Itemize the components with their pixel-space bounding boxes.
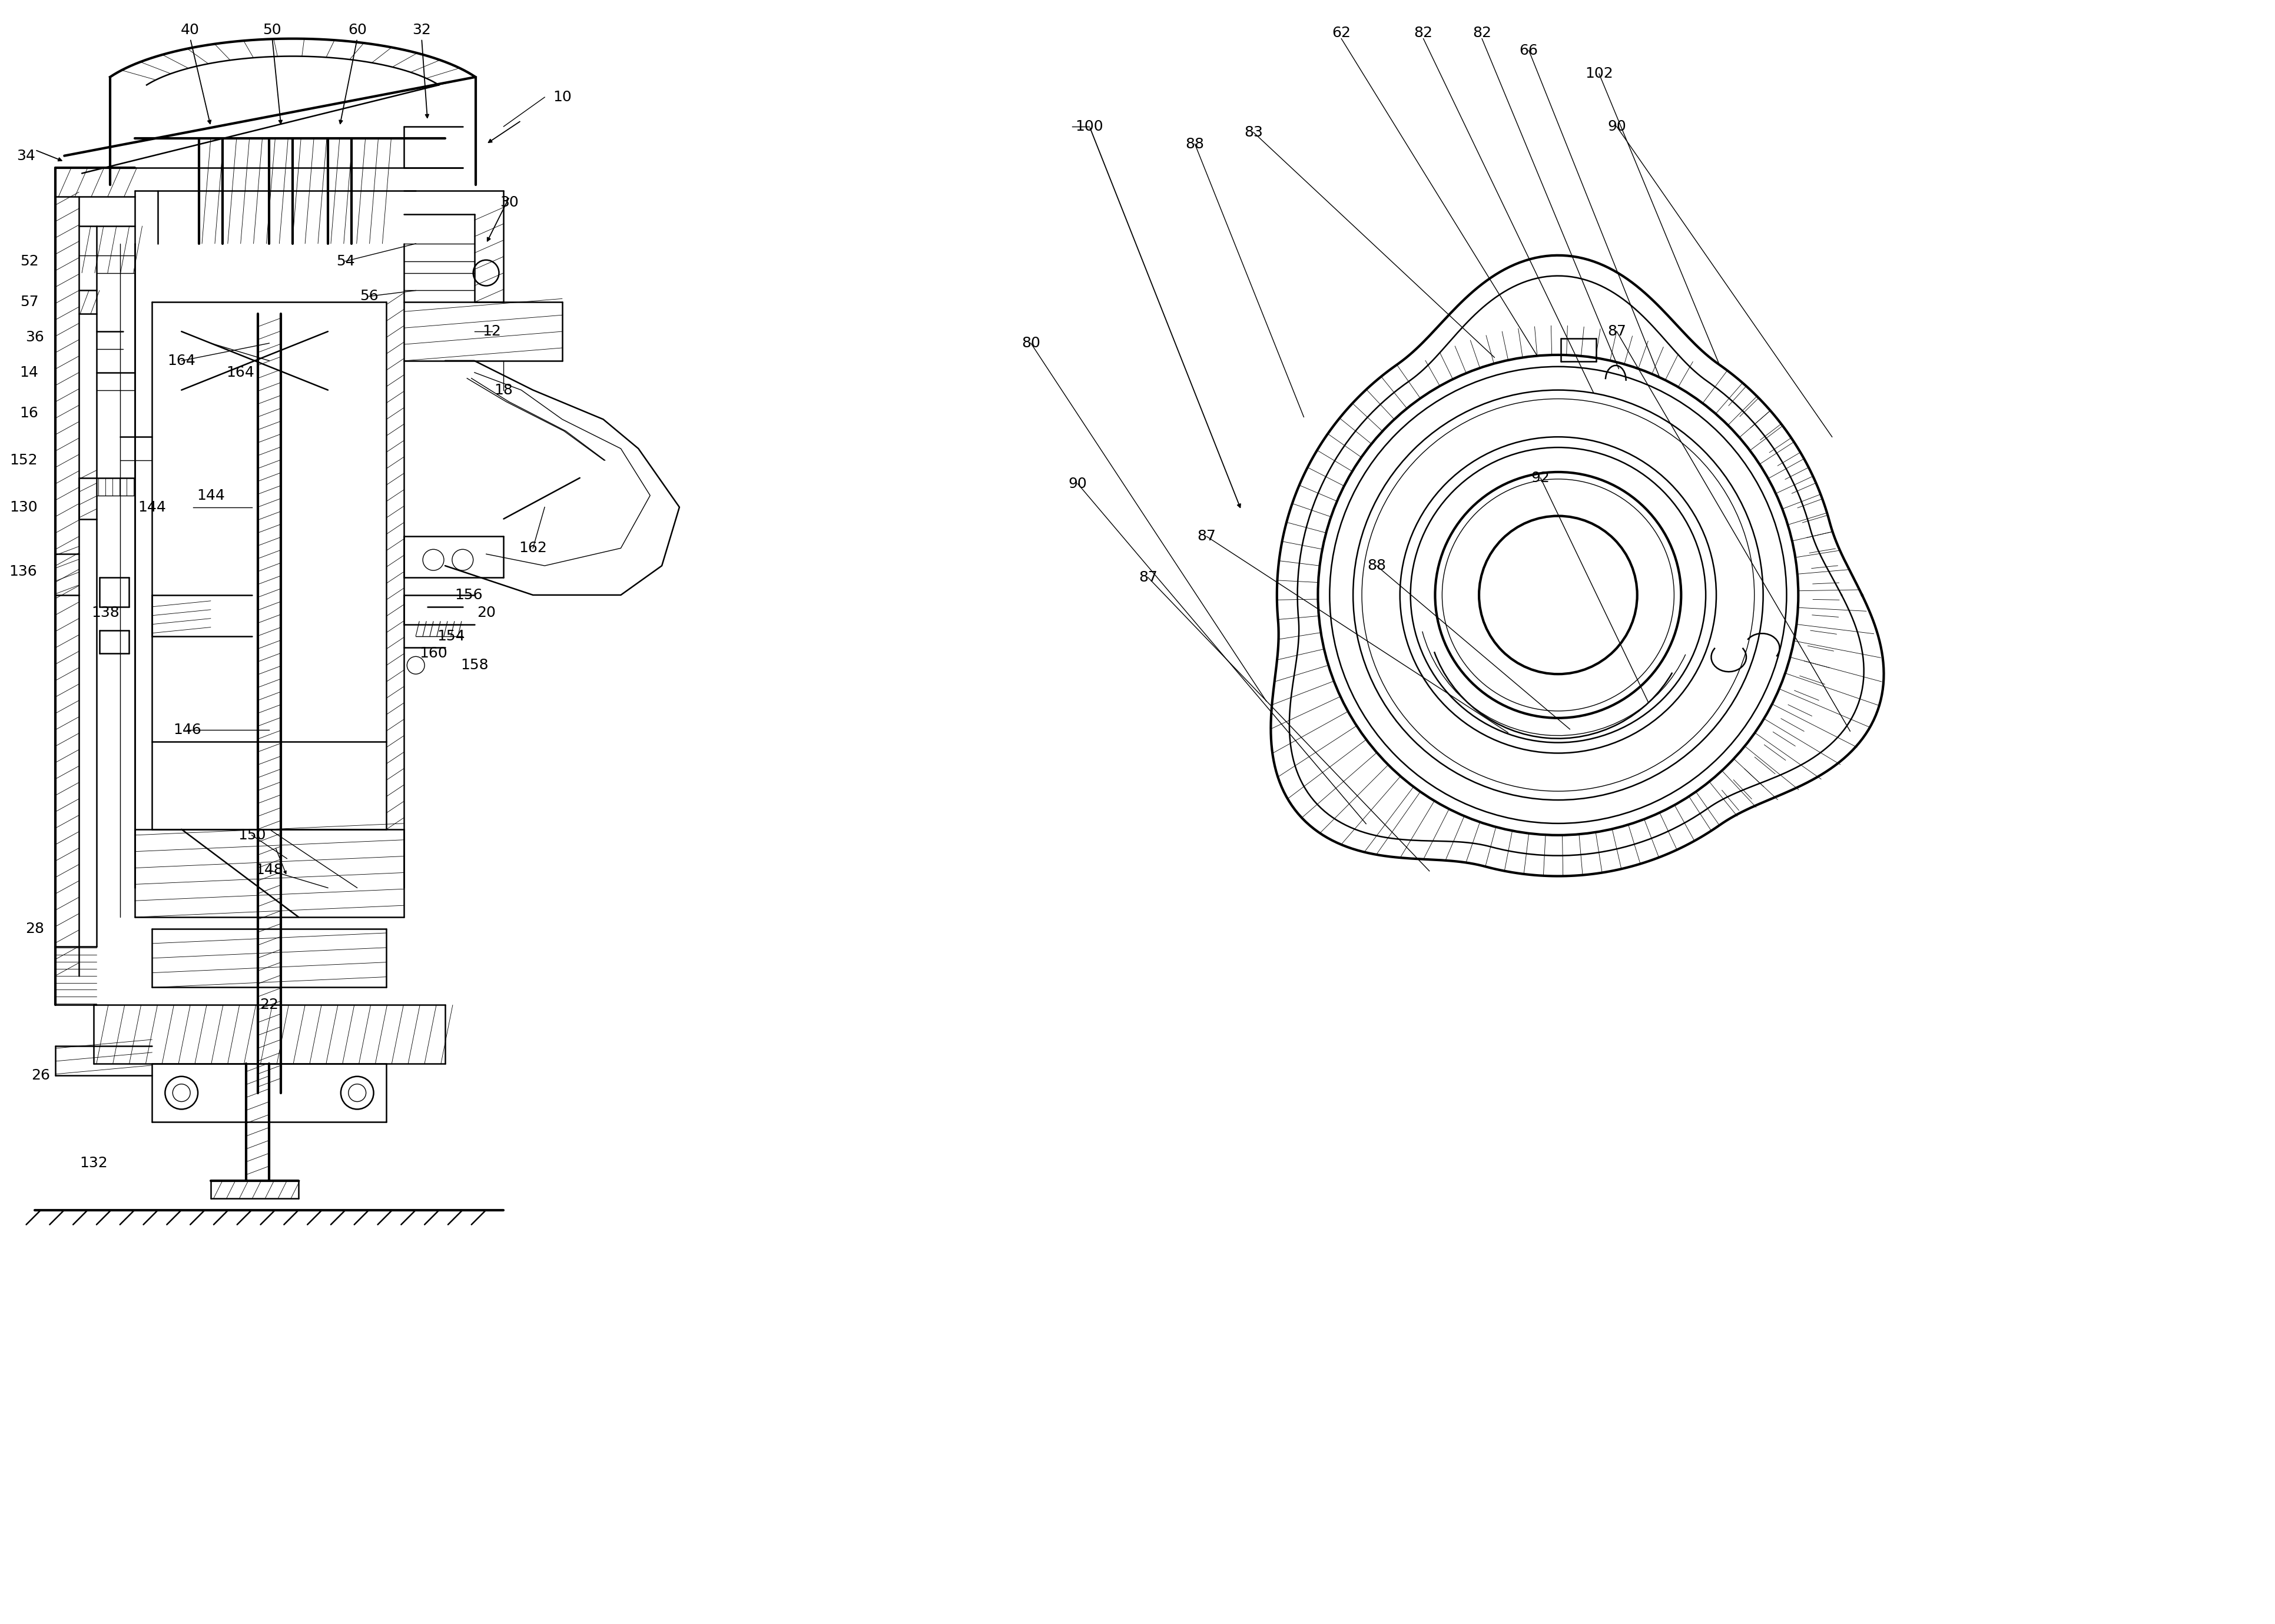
Text: 164: 164 xyxy=(225,365,255,380)
Text: 50: 50 xyxy=(264,23,282,37)
Text: 14: 14 xyxy=(20,365,39,380)
Text: 56: 56 xyxy=(359,289,378,304)
Text: 92: 92 xyxy=(1531,471,1549,486)
Text: 40: 40 xyxy=(182,23,200,37)
Text: 90: 90 xyxy=(1069,477,1087,490)
Text: 87: 87 xyxy=(1608,325,1627,338)
Text: 10: 10 xyxy=(553,91,571,104)
Text: 102: 102 xyxy=(1586,67,1613,81)
Text: 90: 90 xyxy=(1608,120,1627,133)
Text: 88: 88 xyxy=(1185,136,1203,151)
Text: 62: 62 xyxy=(1331,26,1351,41)
Text: 30: 30 xyxy=(500,195,519,209)
Text: 80: 80 xyxy=(1021,336,1040,351)
Text: 32: 32 xyxy=(412,23,430,37)
Text: 132: 132 xyxy=(80,1156,107,1171)
Text: 82: 82 xyxy=(1472,26,1492,41)
Text: 148: 148 xyxy=(255,864,284,877)
Text: 100: 100 xyxy=(1076,120,1103,133)
Text: 52: 52 xyxy=(20,253,39,268)
Text: 36: 36 xyxy=(25,330,46,344)
Text: 144: 144 xyxy=(139,500,166,515)
Text: 83: 83 xyxy=(1244,125,1263,140)
Text: 87: 87 xyxy=(1140,570,1158,585)
Text: 16: 16 xyxy=(20,406,39,421)
Text: 136: 136 xyxy=(9,565,36,578)
Text: 156: 156 xyxy=(455,588,482,603)
Text: 138: 138 xyxy=(91,606,118,620)
Text: 12: 12 xyxy=(482,325,500,338)
Text: 146: 146 xyxy=(173,723,202,737)
Text: 60: 60 xyxy=(348,23,366,37)
Text: 20: 20 xyxy=(478,606,496,620)
Text: 28: 28 xyxy=(25,922,46,935)
Text: 66: 66 xyxy=(1520,44,1538,57)
Text: 162: 162 xyxy=(519,541,546,555)
Text: 57: 57 xyxy=(20,296,39,309)
Text: 87: 87 xyxy=(1197,529,1217,544)
Text: 26: 26 xyxy=(32,1069,50,1082)
Text: 54: 54 xyxy=(337,253,355,268)
Text: 152: 152 xyxy=(9,453,36,468)
Text: 18: 18 xyxy=(494,383,514,398)
Text: 88: 88 xyxy=(1367,559,1385,573)
Text: 22: 22 xyxy=(259,997,280,1012)
Text: 158: 158 xyxy=(460,658,489,672)
Text: 82: 82 xyxy=(1415,26,1433,41)
Text: 164: 164 xyxy=(168,354,196,367)
Text: 144: 144 xyxy=(196,489,225,502)
Text: 154: 154 xyxy=(437,628,464,643)
Text: 34: 34 xyxy=(16,149,36,162)
Text: 150: 150 xyxy=(239,828,266,843)
Text: 160: 160 xyxy=(419,646,448,661)
Text: 130: 130 xyxy=(9,500,36,515)
